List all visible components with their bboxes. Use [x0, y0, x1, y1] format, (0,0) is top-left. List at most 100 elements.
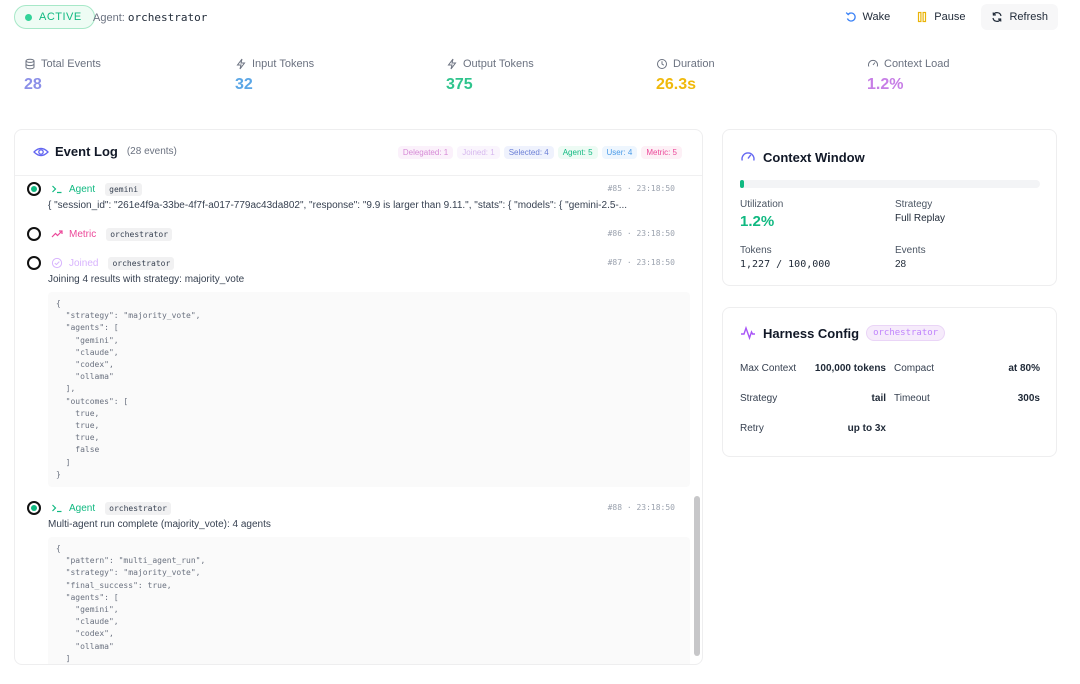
terminal-icon — [52, 185, 62, 194]
event-status-ring — [27, 501, 41, 515]
max-context-value: 100,000 tokens — [814, 363, 886, 374]
stat-label: Output Tokens — [463, 58, 534, 70]
stat-label: Context Load — [884, 58, 950, 70]
event-log-count: (28 events) — [126, 146, 177, 157]
event-source: orchestrator — [108, 256, 175, 270]
wake-label: Wake — [862, 11, 891, 23]
check-circle-icon — [51, 257, 63, 269]
event-log-title: Event Log (28 events) — [33, 144, 177, 159]
utilization-field: Utilization 1.2% — [740, 199, 783, 230]
config-row-max-context: Max Context 100,000 tokens Compact at 80… — [740, 363, 1040, 377]
context-window-title-text: Context Window — [763, 149, 865, 165]
event-row[interactable]: Agent orchestrator #88 · 23:18:50 Multi-… — [15, 500, 691, 664]
status-badge: ACTIVE — [14, 5, 95, 29]
timeout-value: 300s — [1017, 393, 1040, 404]
filter-selected[interactable]: Selected: 4 — [503, 146, 554, 159]
event-status-ring — [27, 227, 41, 241]
stat-value: 375 — [446, 76, 473, 93]
refresh-label: Refresh — [1009, 11, 1048, 23]
stat-label: Input Tokens — [252, 58, 315, 70]
event-row[interactable]: Joined orchestrator #87 · 23:18:50 Joini… — [15, 255, 691, 487]
config-row-retry: Retry up to 3x — [740, 423, 1040, 437]
event-log-header: Event Log (28 events) Delegated: 1 Joine… — [15, 130, 702, 176]
stat-value: 28 — [24, 76, 42, 93]
event-status-ring — [27, 256, 41, 270]
utilization-progress-bar — [740, 180, 1040, 188]
event-source: orchestrator — [105, 501, 171, 515]
event-log-title-text: Event Log — [55, 144, 118, 159]
pause-label: Pause — [934, 11, 966, 23]
filter-joined[interactable]: Joined: 1 — [457, 146, 500, 159]
utilization-label: Utilization — [740, 199, 784, 210]
stat-value: 32 — [235, 76, 253, 93]
stat-total-events: Total Events 28 — [24, 58, 224, 94]
tokens-field: Tokens 1,227 / 100,000 — [740, 245, 830, 270]
event-status-ring — [27, 182, 41, 196]
stat-input-tokens: Input Tokens 32 — [235, 58, 435, 94]
terminal-icon — [52, 504, 62, 513]
events-value: 28 — [895, 259, 907, 270]
stat-value: 1.2% — [867, 76, 904, 93]
stat-output-tokens: Output Tokens 375 — [446, 58, 646, 94]
undo-icon — [845, 12, 856, 22]
event-payload-code: { "strategy": "majority_vote", "agents":… — [48, 292, 690, 487]
trend-icon — [51, 230, 63, 238]
timeout-label: Timeout — [894, 393, 930, 404]
utilization-progress-fill — [740, 180, 744, 188]
event-meta: #88 · 23:18:50 — [607, 503, 675, 512]
stat-label: Total Events — [41, 58, 101, 70]
retry-label: Retry — [740, 423, 764, 434]
harness-config-title-text: Harness Config — [763, 325, 860, 341]
filter-delegated[interactable]: Delegated: 1 — [397, 146, 454, 159]
tokens-label: Tokens — [740, 245, 772, 256]
eye-icon — [33, 147, 49, 156]
event-row[interactable]: Agent gemini #85 · 23:18:50 { "session_i… — [15, 181, 691, 221]
bolt-icon — [447, 58, 457, 70]
refresh-button[interactable]: Refresh — [981, 4, 1058, 30]
event-source: gemini — [105, 182, 143, 196]
context-window-title: Context Window — [740, 149, 865, 165]
event-meta: #86 · 23:18:50 — [607, 229, 675, 238]
wake-button[interactable]: Wake — [834, 4, 901, 30]
compact-value: at 80% — [1008, 363, 1040, 374]
scrollbar-thumb[interactable] — [694, 496, 700, 656]
compact-label: Compact — [894, 363, 935, 374]
pause-button[interactable]: Pause — [906, 4, 976, 30]
event-type: Joined — [69, 257, 99, 269]
strategy-value: tail — [871, 393, 886, 404]
status-label: ACTIVE — [39, 11, 82, 23]
gauge-icon — [868, 59, 878, 67]
stat-value: 26.3s — [656, 76, 697, 93]
event-type: Agent — [69, 502, 96, 514]
event-log-panel: Event Log (28 events) Delegated: 1 Joine… — [14, 129, 703, 665]
harness-source-badge: orchestrator — [866, 325, 946, 341]
config-row-strategy: Strategy tail Timeout 300s — [740, 393, 1040, 407]
stat-label: Duration — [673, 58, 715, 70]
stat-duration: Duration 26.3s — [656, 58, 856, 94]
status-dot-icon — [25, 13, 32, 21]
strategy-label: Strategy — [895, 199, 933, 210]
event-log-scrollbar[interactable] — [693, 176, 701, 664]
event-text: { "session_id": "261e4f9a-33be-4f7f-a017… — [48, 200, 628, 211]
context-window-panel: Context Window Utilization 1.2% Strategy… — [722, 129, 1057, 286]
bolt-icon — [236, 58, 246, 70]
event-text: Joining 4 results with strategy: majorit… — [48, 274, 245, 285]
event-type-filters: Delegated: 1 Joined: 1 Selected: 4 Agent… — [397, 146, 682, 159]
stats-row: Total Events 28 Input Tokens 32 Output T… — [24, 58, 1064, 102]
utilization-value: 1.2% — [740, 213, 775, 230]
event-type: Agent — [69, 183, 96, 195]
filter-agent[interactable]: Agent: 5 — [557, 146, 598, 159]
event-row[interactable]: Metric orchestrator #86 · 23:18:50 — [15, 226, 691, 246]
filter-user[interactable]: User: 4 — [601, 146, 638, 159]
filter-metric[interactable]: Metric: 5 — [641, 146, 682, 159]
max-context-label: Max Context — [740, 363, 797, 374]
events-label: Events — [895, 245, 926, 256]
retry-value: up to 3x — [847, 423, 886, 434]
agent-label: Agent: orchestrator — [93, 11, 207, 24]
strategy-value: Full Replay — [895, 213, 946, 224]
events-field: Events 28 — [895, 245, 926, 270]
database-icon — [25, 58, 35, 70]
top-actions: Wake Pause Refresh — [834, 4, 1058, 30]
event-meta: #85 · 23:18:50 — [607, 184, 675, 193]
stat-context-load: Context Load 1.2% — [867, 58, 1067, 94]
